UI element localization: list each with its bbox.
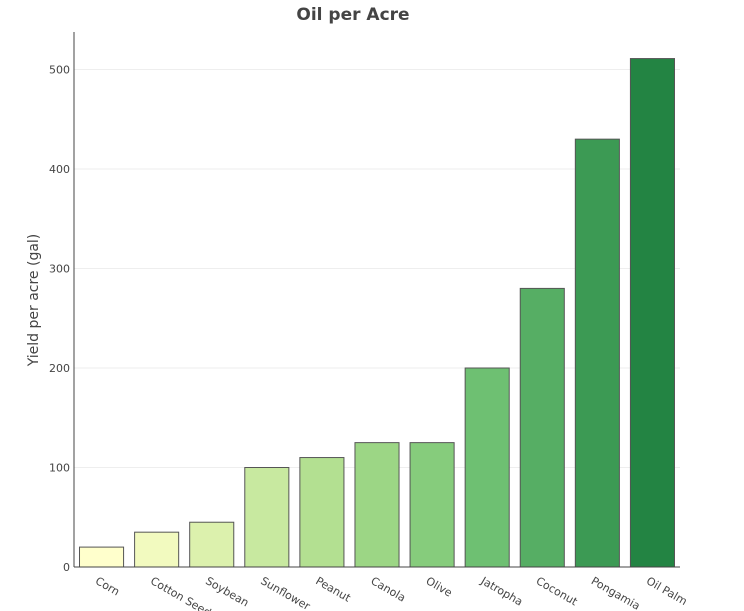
y-axis-label: Yield per acre (gal) (26, 234, 42, 368)
bar-coconut[interactable] (519, 287, 565, 568)
x-tick-label: Soybean (203, 574, 251, 609)
bar-sunflower[interactable] (244, 467, 290, 568)
bar-corn[interactable] (79, 546, 125, 568)
bar-pongamia[interactable] (574, 138, 620, 568)
x-tick-label: Jatropha (478, 574, 525, 609)
y-tick-label: 0 (63, 561, 70, 574)
x-tick-label: Cotton Seed (148, 574, 213, 611)
bars (79, 58, 675, 568)
x-tick-label: Olive (424, 574, 455, 599)
chart-title: Oil per Acre (296, 5, 409, 25)
y-axis-ticks: 0 100 200 300 400 500 (49, 64, 70, 575)
y-tick-label: 400 (49, 163, 70, 176)
y-tick-label: 200 (49, 362, 70, 375)
x-tick-label: Peanut (313, 574, 353, 605)
x-tick-label: Oil Palm (644, 574, 689, 608)
y-tick-label: 500 (49, 64, 70, 77)
bar-oil-palm[interactable] (629, 58, 675, 568)
x-tick-label: Corn (93, 574, 122, 598)
x-tick-label: Sunflower (258, 574, 312, 611)
x-tick-label: Canola (369, 574, 408, 604)
bar-olive[interactable] (409, 442, 455, 568)
bar-jatropha[interactable] (464, 367, 510, 568)
y-tick-label: 300 (49, 263, 70, 276)
bar-cotton-seed[interactable] (134, 531, 180, 568)
x-tick-label: Pongamia (589, 574, 642, 611)
bar-canola[interactable] (354, 442, 400, 568)
x-tick-label: Coconut (534, 574, 580, 608)
bar-soybean[interactable] (189, 521, 235, 568)
y-tick-label: 100 (49, 462, 70, 475)
bar-peanut[interactable] (299, 457, 345, 568)
